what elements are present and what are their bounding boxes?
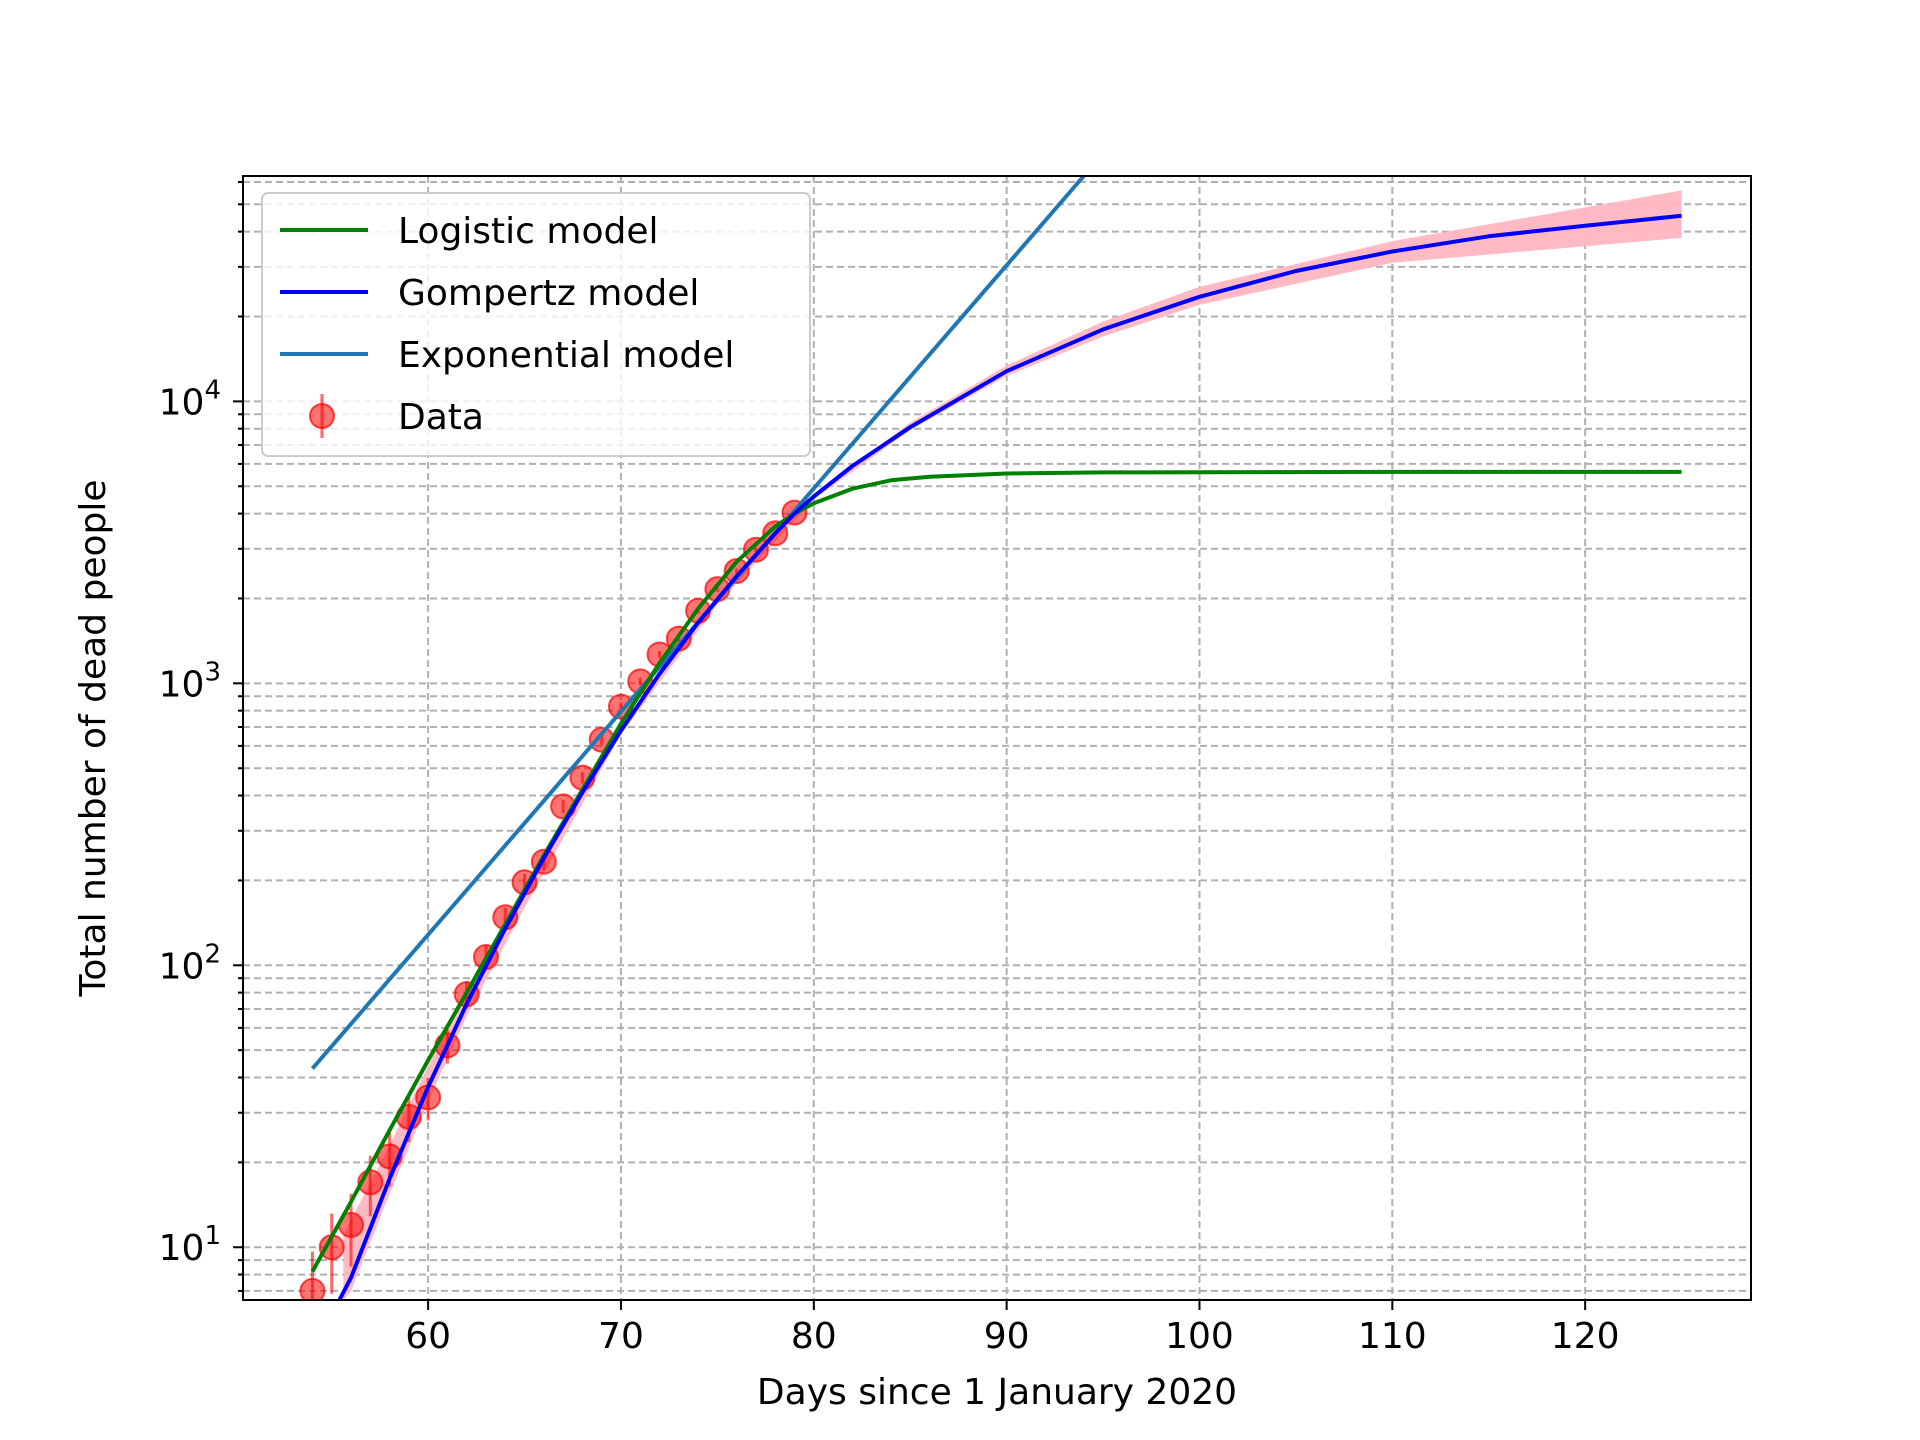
- legend-box: [261, 192, 811, 457]
- legend-label: Gompertz model: [398, 273, 699, 314]
- legend: Logistic model Gompertz model Exponential …: [261, 192, 811, 457]
- logistic-model-line: [310, 469, 1682, 1273]
- x-tick-label: 100: [1165, 1316, 1234, 1357]
- legend-item-data: Data: [309, 394, 484, 438]
- legend-label: Data: [398, 397, 484, 438]
- x-tick-label: 60: [405, 1316, 451, 1357]
- data-marker: [723, 557, 750, 584]
- x-tick-label: 80: [791, 1316, 837, 1357]
- x-tick-label: 120: [1551, 1316, 1620, 1357]
- grid-lines: [243, 176, 1751, 1300]
- y-tick-label: 103: [159, 657, 221, 705]
- x-tick-label: 90: [984, 1316, 1030, 1357]
- x-tick-label: 110: [1358, 1316, 1427, 1357]
- data-point: [723, 557, 750, 584]
- legend-item-gompertz: Gompertz model: [280, 273, 699, 314]
- plot-frame: [242, 175, 1752, 1301]
- y-tick-label: 104: [159, 375, 221, 423]
- plot-area: [299, 176, 1682, 1300]
- data-point: [299, 1251, 326, 1300]
- legend-item-exponential: Exponential model: [280, 335, 734, 376]
- y-axis-label: Total number of dead people: [73, 480, 114, 998]
- y-tick-label: 102: [159, 939, 221, 987]
- data-marker: [299, 1277, 326, 1300]
- legend-label: Exponential model: [398, 335, 734, 376]
- legend-marker: [309, 403, 335, 429]
- data-marker: [742, 536, 769, 563]
- x-axis-label: Days since 1 January 2020: [757, 1372, 1237, 1413]
- x-tick-label: 70: [598, 1316, 644, 1357]
- legend-item-logistic: Logistic model: [280, 211, 659, 252]
- legend-label: Logistic model: [398, 211, 659, 252]
- y-tick-label: 101: [159, 1221, 221, 1269]
- gompertz-model-line: [337, 213, 1682, 1300]
- axes: 60 70 80 90 100 110 120 101 102 103 104: [159, 180, 1620, 1357]
- data-point: [742, 536, 769, 563]
